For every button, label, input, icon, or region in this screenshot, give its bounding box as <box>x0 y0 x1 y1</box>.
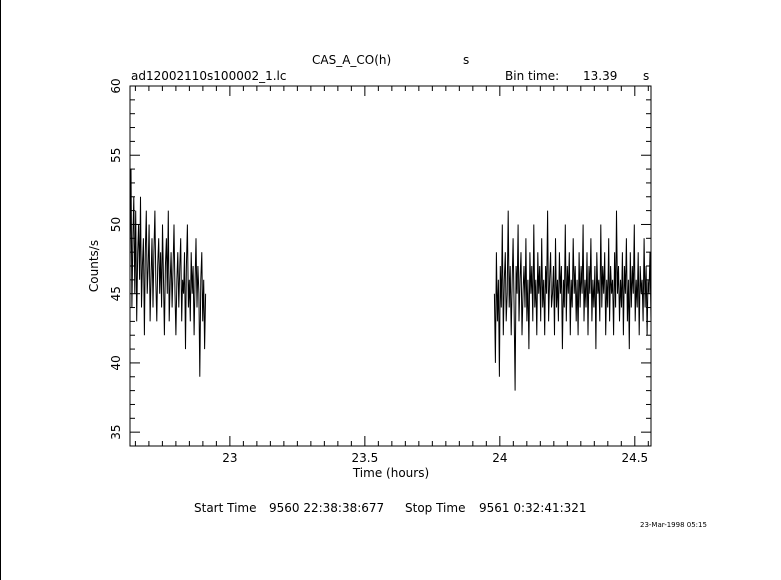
x-tick-label: 23 <box>222 451 237 465</box>
object-unit: s <box>463 53 469 67</box>
y-tick-label: 55 <box>109 148 123 163</box>
lightcurve-segment-2 <box>493 210 652 391</box>
y-tick-label: 50 <box>109 217 123 232</box>
x-tick-label: 23.5 <box>351 451 378 465</box>
data-layer <box>129 169 652 391</box>
bin-time-label: Bin time: <box>505 69 559 83</box>
start-time-value: 9560 22:38:38:677 <box>269 501 384 515</box>
stop-time-label: Stop Time <box>405 501 465 515</box>
x-tick-label: 24.5 <box>621 451 648 465</box>
bin-time-unit: s <box>643 69 649 83</box>
plot-timestamp: 23-Mar-1998 05:15 <box>640 521 707 529</box>
y-tick-label: 40 <box>109 355 123 370</box>
lightcurve-segment-1 <box>129 169 207 377</box>
y-tick-label: 35 <box>109 425 123 440</box>
y-tick-label: 45 <box>109 286 123 301</box>
stop-time-value: 9561 0:32:41:321 <box>479 501 587 515</box>
file-name: ad12002110s100002_1.lc <box>131 69 287 83</box>
window-left-edge <box>0 0 1 580</box>
bin-time-value: 13.39 <box>583 69 617 83</box>
y-tick-label: 60 <box>109 78 123 93</box>
x-axis-label: Time (hours) <box>352 466 429 480</box>
y-axis-label: Counts/s <box>87 240 101 292</box>
start-time-label: Start Time <box>194 501 257 515</box>
x-tick-label: 24 <box>492 451 507 465</box>
object-title: CAS_A_CO(h) <box>312 53 391 67</box>
